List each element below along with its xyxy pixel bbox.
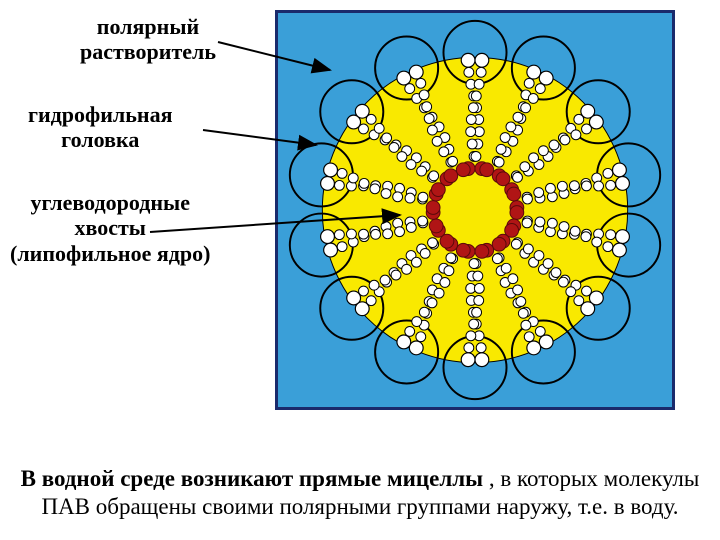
label-solvent: полярныйрастворитель	[80, 14, 216, 65]
label-tails: углеводородныехвосты(липофильное ядро)	[10, 190, 210, 266]
label-tails-text: углеводородныехвосты(липофильное ядро)	[10, 190, 210, 266]
micelle-diagram-frame	[275, 10, 675, 410]
micelle-diagram	[278, 13, 672, 407]
label-head-text: гидрофильнаяголовка	[28, 102, 172, 152]
caption-bold: В водной среде возникают прямые мицеллы	[21, 466, 484, 491]
label-head: гидрофильнаяголовка	[28, 102, 172, 153]
label-solvent-text: полярныйрастворитель	[80, 14, 216, 64]
caption: В водной среде возникают прямые мицеллы …	[20, 465, 700, 523]
